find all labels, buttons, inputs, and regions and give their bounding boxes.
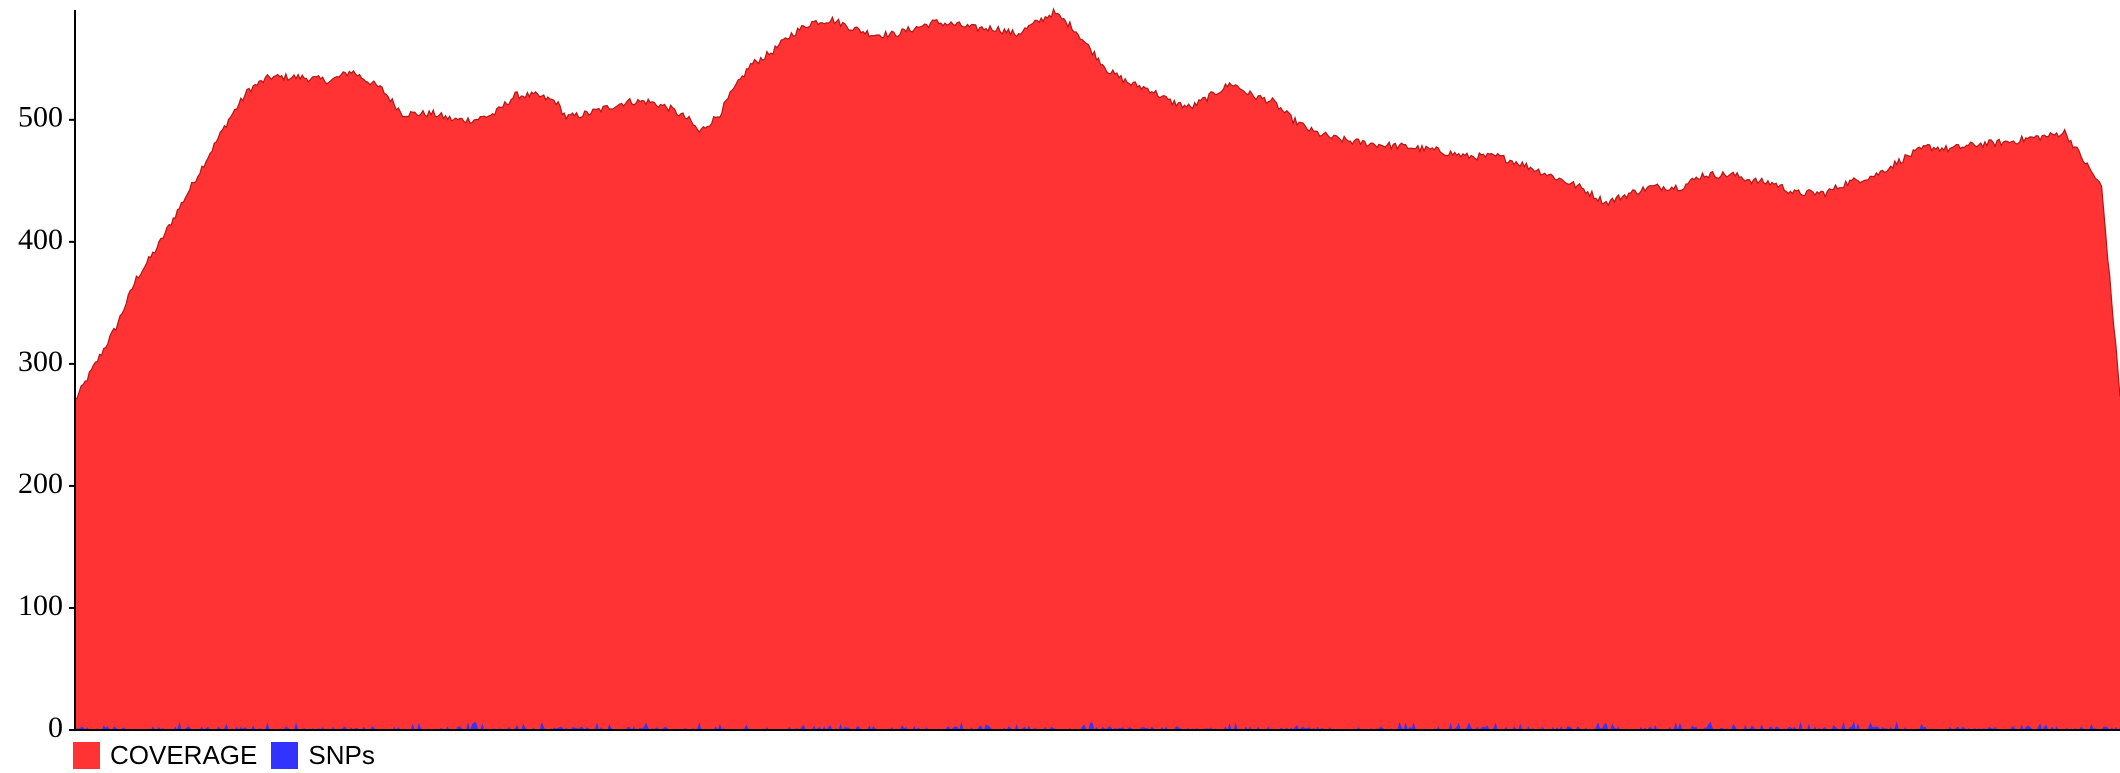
- y-tick-label-200: 200: [18, 467, 63, 500]
- y-tick-label-100: 100: [18, 589, 63, 622]
- legend-swatch-snps: [271, 742, 299, 769]
- y-axis-ticks: 0 100 200 300 400 500: [18, 101, 75, 744]
- legend: COVERAGE SNPs: [73, 740, 389, 771]
- y-tick-label-400: 400: [18, 223, 63, 256]
- series-coverage-outline: [74, 7, 2120, 400]
- series-snps-area: [75, 721, 2120, 730]
- y-tick-label-500: 500: [18, 101, 63, 134]
- y-tick-label-300: 300: [18, 345, 63, 378]
- legend-item-snps: SNPs: [271, 740, 375, 771]
- y-tick-label-0: 0: [48, 711, 63, 744]
- series-coverage-area: [75, 9, 2120, 730]
- legend-label-coverage: COVERAGE: [110, 740, 258, 770]
- legend-item-coverage: COVERAGE: [73, 740, 257, 771]
- legend-swatch-coverage: [73, 742, 100, 769]
- legend-label-snps: SNPs: [308, 740, 375, 770]
